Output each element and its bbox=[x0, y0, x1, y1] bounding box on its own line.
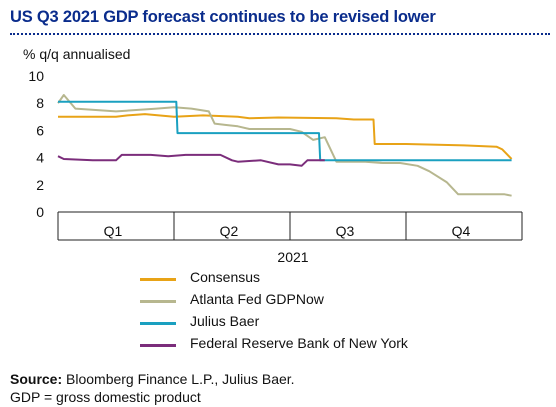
x-tick-label: Q4 bbox=[452, 223, 471, 239]
legend-swatch bbox=[140, 278, 176, 281]
legend-label: Atlanta Fed GDPNow bbox=[190, 291, 324, 307]
series-line-1 bbox=[58, 113, 513, 160]
y-tick-label: 0 bbox=[36, 204, 44, 220]
legend-label: Consensus bbox=[190, 269, 261, 285]
x-tick-label: Q3 bbox=[336, 223, 355, 239]
x-tick-label: Q2 bbox=[220, 223, 239, 239]
line-chart: 0 2 4 6 8 10 Q1 Q2 Q3 Q4 2021 bbox=[28, 68, 523, 265]
title-divider bbox=[10, 33, 550, 35]
series-line-3 bbox=[58, 100, 512, 162]
y-tick-label: 2 bbox=[36, 177, 44, 193]
y-axis-label: % q/q annualised bbox=[23, 46, 131, 62]
legend-label: Julius Baer bbox=[190, 313, 260, 329]
footer: Source: Bloomberg Finance L.P., Julius B… bbox=[10, 370, 295, 406]
source-label: Source: bbox=[10, 371, 63, 387]
y-tick-label: 8 bbox=[36, 95, 44, 111]
legend-swatch bbox=[140, 344, 176, 347]
legend-swatch bbox=[140, 300, 176, 303]
source-text: Bloomberg Finance L.P., Julius Baer. bbox=[62, 371, 295, 387]
legend-label: Federal Reserve Bank of New York bbox=[190, 335, 408, 351]
legend-swatch bbox=[140, 322, 176, 325]
x-axis-label: 2021 bbox=[277, 249, 308, 265]
y-tick-label: 6 bbox=[36, 122, 44, 138]
series-line-4 bbox=[57, 153, 325, 167]
chart-title: US Q3 2021 GDP forecast continues to be … bbox=[10, 8, 436, 26]
x-tick-label: Q1 bbox=[104, 223, 123, 239]
series-line-2 bbox=[57, 94, 512, 197]
y-tick-label: 10 bbox=[28, 68, 44, 84]
footnote: GDP = gross domestic product bbox=[10, 389, 201, 405]
y-tick-label: 4 bbox=[36, 150, 44, 166]
source-line: Source: Bloomberg Finance L.P., Julius B… bbox=[10, 370, 295, 388]
